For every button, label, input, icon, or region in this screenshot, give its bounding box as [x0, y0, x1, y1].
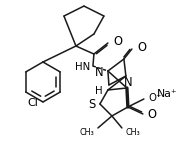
Text: O: O: [113, 35, 122, 48]
Text: O: O: [137, 40, 146, 54]
Text: H: H: [95, 86, 103, 96]
Text: CH₃: CH₃: [79, 129, 94, 137]
Text: S: S: [89, 98, 96, 111]
Text: O: O: [147, 108, 156, 121]
Text: Cl: Cl: [27, 98, 38, 108]
Text: N: N: [124, 77, 132, 89]
Text: CH₃: CH₃: [126, 129, 141, 137]
Text: HN: HN: [75, 62, 90, 72]
Text: N: N: [95, 66, 104, 80]
Text: O⁻: O⁻: [148, 93, 161, 103]
Text: Na⁺: Na⁺: [157, 89, 178, 99]
